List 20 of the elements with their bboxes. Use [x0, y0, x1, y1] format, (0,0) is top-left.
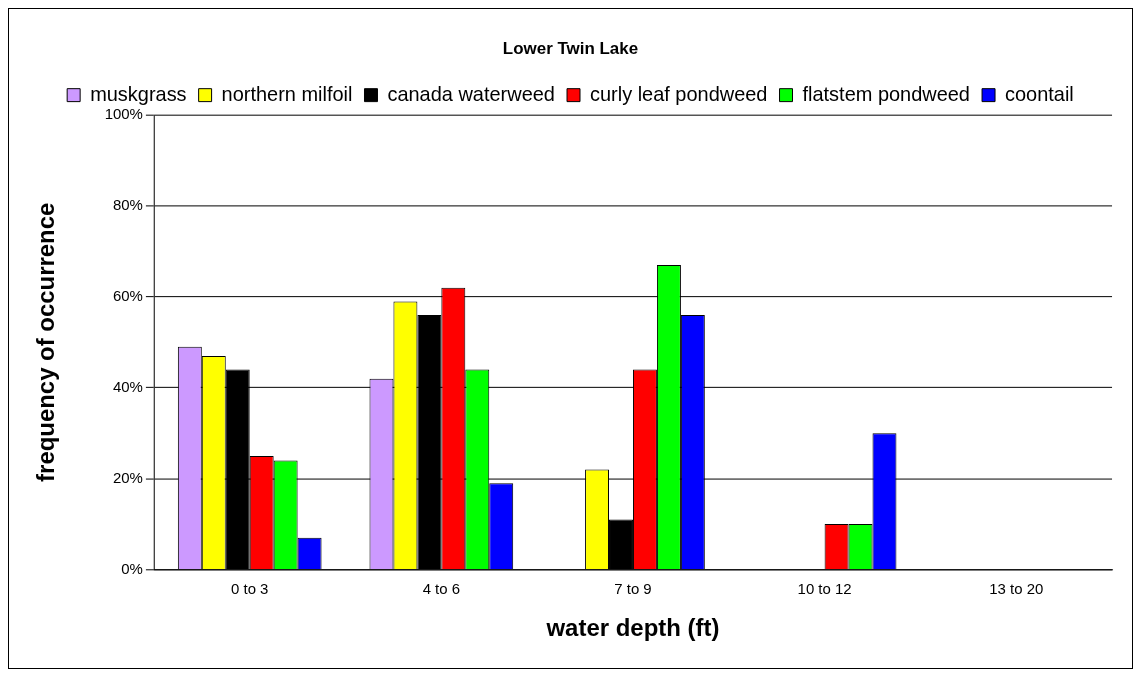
legend-label: curly leaf pondweed [589, 82, 768, 105]
y-tick-label: 0% [121, 559, 143, 577]
x-tick-label: 13 to 20 [989, 579, 1044, 597]
legend-label: coontail [1005, 82, 1074, 105]
y-tick-label: 40% [112, 377, 143, 395]
x-tick-label: 7 to 9 [614, 579, 652, 597]
x-tick-label: 10 to 12 [797, 579, 852, 597]
legend-label: flatstem pondweed [802, 82, 970, 105]
legend-label: canada waterweed [387, 82, 555, 105]
x-tick-label: 0 to 3 [231, 579, 269, 597]
y-tick-label: 60% [112, 286, 143, 304]
legend-label: muskgrass [90, 82, 187, 105]
legend-label: northern milfoil [221, 82, 353, 105]
x-axis-title: water depth (ft) [545, 614, 720, 642]
y-axis-title: frequency of occurrence [31, 202, 59, 482]
x-tick-label: 4 to 6 [422, 579, 461, 597]
y-tick-label: 100% [104, 105, 143, 123]
y-tick-label: 20% [112, 468, 143, 486]
y-tick-label: 80% [112, 196, 143, 214]
chart-title: Lower Twin Lake [502, 38, 639, 58]
